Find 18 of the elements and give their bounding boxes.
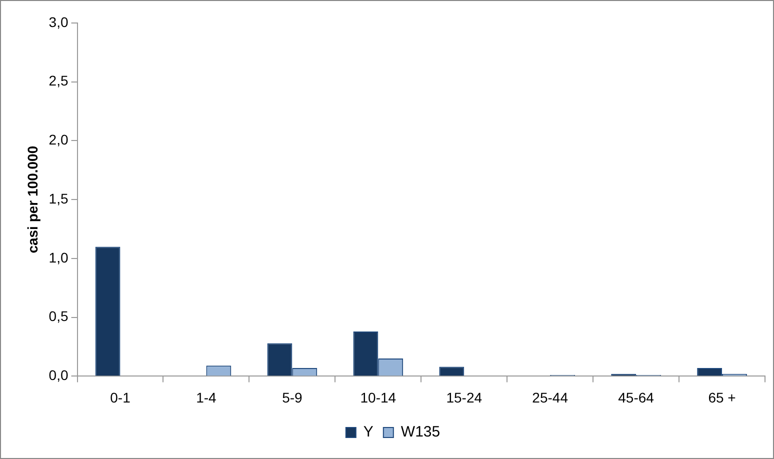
y-axis-title: casi per 100.000 xyxy=(24,146,40,254)
y-tick-label: 0,5 xyxy=(48,308,68,324)
x-tick-label: 25-44 xyxy=(532,389,568,406)
legend-label: Y xyxy=(363,424,374,441)
y-tick-label: 0,0 xyxy=(48,367,68,384)
legend-label: W135 xyxy=(400,424,440,441)
y-tick-label: 3,0 xyxy=(48,14,68,30)
y-tick-label: 2,5 xyxy=(48,72,68,89)
y-tick-label: 2,0 xyxy=(48,132,68,148)
x-tick-label: 65 + xyxy=(708,389,736,406)
y-tick-label: 1,5 xyxy=(48,190,68,206)
x-tick-label: 5-9 xyxy=(282,389,303,406)
y-tick-label: 1,0 xyxy=(48,249,68,266)
x-tick-label: 15-24 xyxy=(446,389,482,406)
x-tick-label: 1-4 xyxy=(196,389,217,406)
x-tick-label: 45-64 xyxy=(618,389,654,406)
x-tick-label: 0-1 xyxy=(110,389,131,406)
x-tick-label: 10-14 xyxy=(360,389,396,406)
